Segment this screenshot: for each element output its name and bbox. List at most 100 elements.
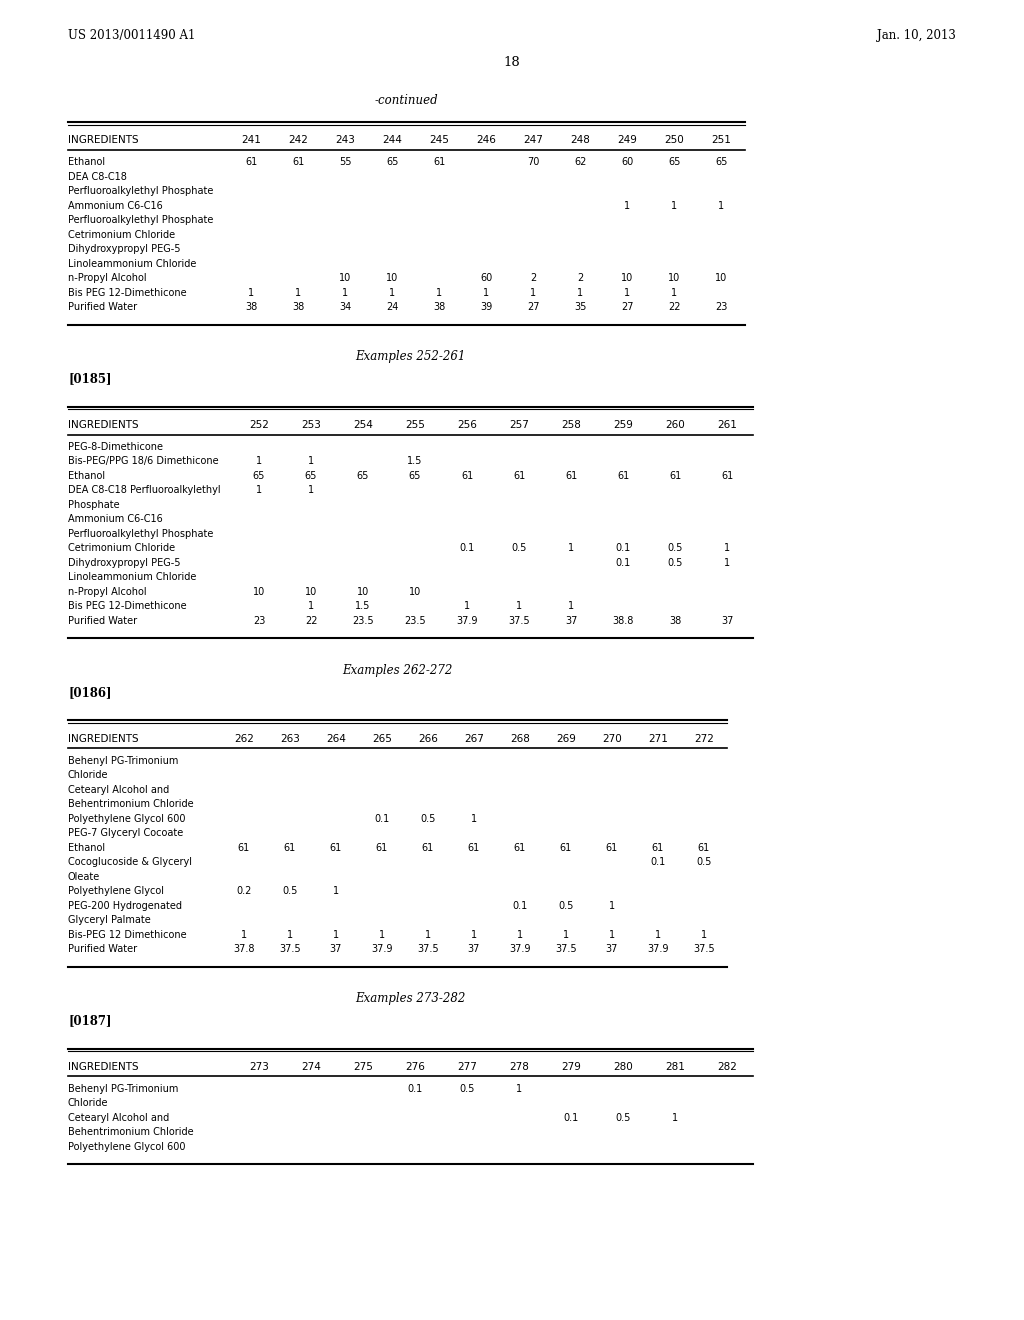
Text: Examples 273-282: Examples 273-282 — [355, 993, 466, 1005]
Text: 23: 23 — [253, 616, 265, 626]
Text: 1: 1 — [625, 201, 631, 211]
Text: 37.9: 37.9 — [372, 944, 393, 954]
Text: 249: 249 — [617, 136, 637, 145]
Text: 38: 38 — [246, 302, 258, 313]
Text: 23.5: 23.5 — [352, 616, 374, 626]
Text: Bis-PEG 12 Dimethicone: Bis-PEG 12 Dimethicone — [68, 929, 186, 940]
Text: 70: 70 — [527, 157, 540, 168]
Text: 255: 255 — [406, 420, 425, 430]
Text: 61: 61 — [606, 842, 618, 853]
Text: 282: 282 — [717, 1063, 737, 1072]
Text: 65: 65 — [669, 157, 681, 168]
Text: 65: 65 — [356, 471, 370, 480]
Text: Dihydroxypropyl PEG-5: Dihydroxypropyl PEG-5 — [68, 558, 180, 568]
Text: [0185]: [0185] — [68, 372, 112, 385]
Text: 258: 258 — [561, 420, 581, 430]
Text: 256: 256 — [457, 420, 477, 430]
Text: 1: 1 — [333, 886, 339, 896]
Text: 1: 1 — [517, 929, 523, 940]
Text: 279: 279 — [561, 1063, 581, 1072]
Text: 61: 61 — [565, 471, 578, 480]
Text: Linoleammonium Chloride: Linoleammonium Chloride — [68, 573, 197, 582]
Text: 61: 61 — [560, 842, 572, 853]
Text: 37: 37 — [468, 944, 480, 954]
Text: 10: 10 — [409, 587, 421, 597]
Text: 1: 1 — [568, 602, 574, 611]
Text: 0.5: 0.5 — [668, 558, 683, 568]
Text: 269: 269 — [556, 734, 575, 744]
Text: 61: 61 — [514, 842, 526, 853]
Text: 1: 1 — [241, 929, 247, 940]
Text: 1: 1 — [672, 201, 678, 211]
Text: 61: 61 — [652, 842, 665, 853]
Text: 61: 61 — [284, 842, 296, 853]
Text: 10: 10 — [339, 273, 351, 284]
Text: 253: 253 — [301, 420, 321, 430]
Text: 262: 262 — [234, 734, 254, 744]
Text: 61: 61 — [461, 471, 473, 480]
Text: 61: 61 — [616, 471, 629, 480]
Text: 0.1: 0.1 — [563, 1113, 579, 1123]
Text: 245: 245 — [429, 136, 450, 145]
Text: US 2013/0011490 A1: US 2013/0011490 A1 — [68, 29, 196, 41]
Text: 277: 277 — [457, 1063, 477, 1072]
Text: 1: 1 — [308, 486, 314, 495]
Text: 1: 1 — [333, 929, 339, 940]
Text: 1: 1 — [256, 457, 262, 466]
Text: 38: 38 — [669, 616, 681, 626]
Text: 274: 274 — [301, 1063, 321, 1072]
Text: 37.9: 37.9 — [647, 944, 669, 954]
Text: DEA C8-C18 Perfluoroalkylethyl: DEA C8-C18 Perfluoroalkylethyl — [68, 486, 220, 495]
Text: 1: 1 — [516, 602, 522, 611]
Text: 1: 1 — [625, 288, 631, 298]
Text: 0.2: 0.2 — [237, 886, 252, 896]
Text: 246: 246 — [476, 136, 497, 145]
Text: 1: 1 — [578, 288, 584, 298]
Text: Ethanol: Ethanol — [68, 157, 105, 168]
Text: 0.1: 0.1 — [408, 1084, 423, 1094]
Text: 10: 10 — [669, 273, 681, 284]
Text: 39: 39 — [480, 302, 493, 313]
Text: 0.5: 0.5 — [460, 1084, 475, 1094]
Text: Purified Water: Purified Water — [68, 302, 137, 313]
Text: 0.1: 0.1 — [375, 813, 389, 824]
Text: Chloride: Chloride — [68, 770, 109, 780]
Text: 272: 272 — [694, 734, 714, 744]
Text: 1.5: 1.5 — [408, 457, 423, 466]
Text: 65: 65 — [305, 471, 317, 480]
Text: 267: 267 — [464, 734, 484, 744]
Text: 281: 281 — [665, 1063, 685, 1072]
Text: Behenyl PG-Trimonium: Behenyl PG-Trimonium — [68, 1084, 178, 1094]
Text: 1: 1 — [672, 288, 678, 298]
Text: Behentrimonium Chloride: Behentrimonium Chloride — [68, 1127, 194, 1138]
Text: 38: 38 — [293, 302, 304, 313]
Text: Dihydroxypropyl PEG-5: Dihydroxypropyl PEG-5 — [68, 244, 180, 255]
Text: 1: 1 — [296, 288, 301, 298]
Text: Polyethylene Glycol: Polyethylene Glycol — [68, 886, 164, 896]
Text: 1: 1 — [568, 544, 574, 553]
Text: 1: 1 — [516, 1084, 522, 1094]
Text: 252: 252 — [249, 420, 269, 430]
Text: 1: 1 — [701, 929, 707, 940]
Text: 243: 243 — [336, 136, 355, 145]
Text: Linoleammonium Chloride: Linoleammonium Chloride — [68, 259, 197, 269]
Text: 264: 264 — [326, 734, 346, 744]
Text: Cetearyl Alcohol and: Cetearyl Alcohol and — [68, 1113, 169, 1123]
Text: Cetearyl Alcohol and: Cetearyl Alcohol and — [68, 784, 169, 795]
Text: Cetrimonium Chloride: Cetrimonium Chloride — [68, 230, 175, 240]
Text: 0.5: 0.5 — [615, 1113, 631, 1123]
Text: 10: 10 — [622, 273, 634, 284]
Text: 0.5: 0.5 — [283, 886, 298, 896]
Text: Cetrimonium Chloride: Cetrimonium Chloride — [68, 544, 175, 553]
Text: 61: 61 — [246, 157, 258, 168]
Text: 1: 1 — [724, 544, 730, 553]
Text: 261: 261 — [717, 420, 737, 430]
Text: 65: 65 — [716, 157, 728, 168]
Text: 10: 10 — [357, 587, 369, 597]
Text: 62: 62 — [574, 157, 587, 168]
Text: 1.5: 1.5 — [355, 602, 371, 611]
Text: Behentrimonium Chloride: Behentrimonium Chloride — [68, 799, 194, 809]
Text: 27: 27 — [527, 302, 540, 313]
Text: INGREDIENTS: INGREDIENTS — [68, 734, 138, 744]
Text: 27: 27 — [622, 302, 634, 313]
